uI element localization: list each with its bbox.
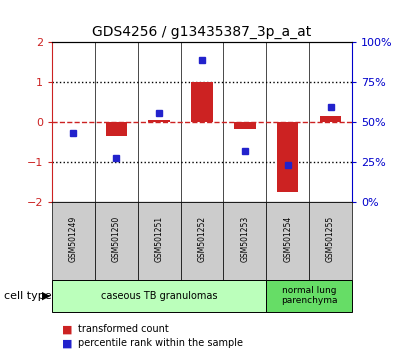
Text: caseous TB granulomas: caseous TB granulomas [101,291,217,301]
Bar [191,81,213,122]
Text: transformed count: transformed count [78,324,169,334]
Text: GSM501249: GSM501249 [69,216,78,262]
Text: GSM501252: GSM501252 [198,216,206,262]
Text: ■: ■ [62,324,72,334]
Text: normal lung
parenchyma: normal lung parenchyma [281,286,337,305]
Bar [234,122,256,129]
Text: GSM501250: GSM501250 [112,216,121,262]
Text: GSM501254: GSM501254 [283,216,292,262]
Bar [148,120,170,122]
Text: percentile rank within the sample: percentile rank within the sample [78,338,243,348]
Text: ▶: ▶ [42,291,50,301]
Text: ■: ■ [62,338,72,348]
Bar [320,116,341,122]
Text: GSM501255: GSM501255 [326,216,335,262]
Bar [106,122,127,136]
Text: GSM501251: GSM501251 [155,216,164,262]
Text: GSM501253: GSM501253 [240,216,249,262]
Title: GDS4256 / g13435387_3p_a_at: GDS4256 / g13435387_3p_a_at [92,25,312,39]
Bar [277,122,298,192]
Text: cell type: cell type [4,291,52,301]
